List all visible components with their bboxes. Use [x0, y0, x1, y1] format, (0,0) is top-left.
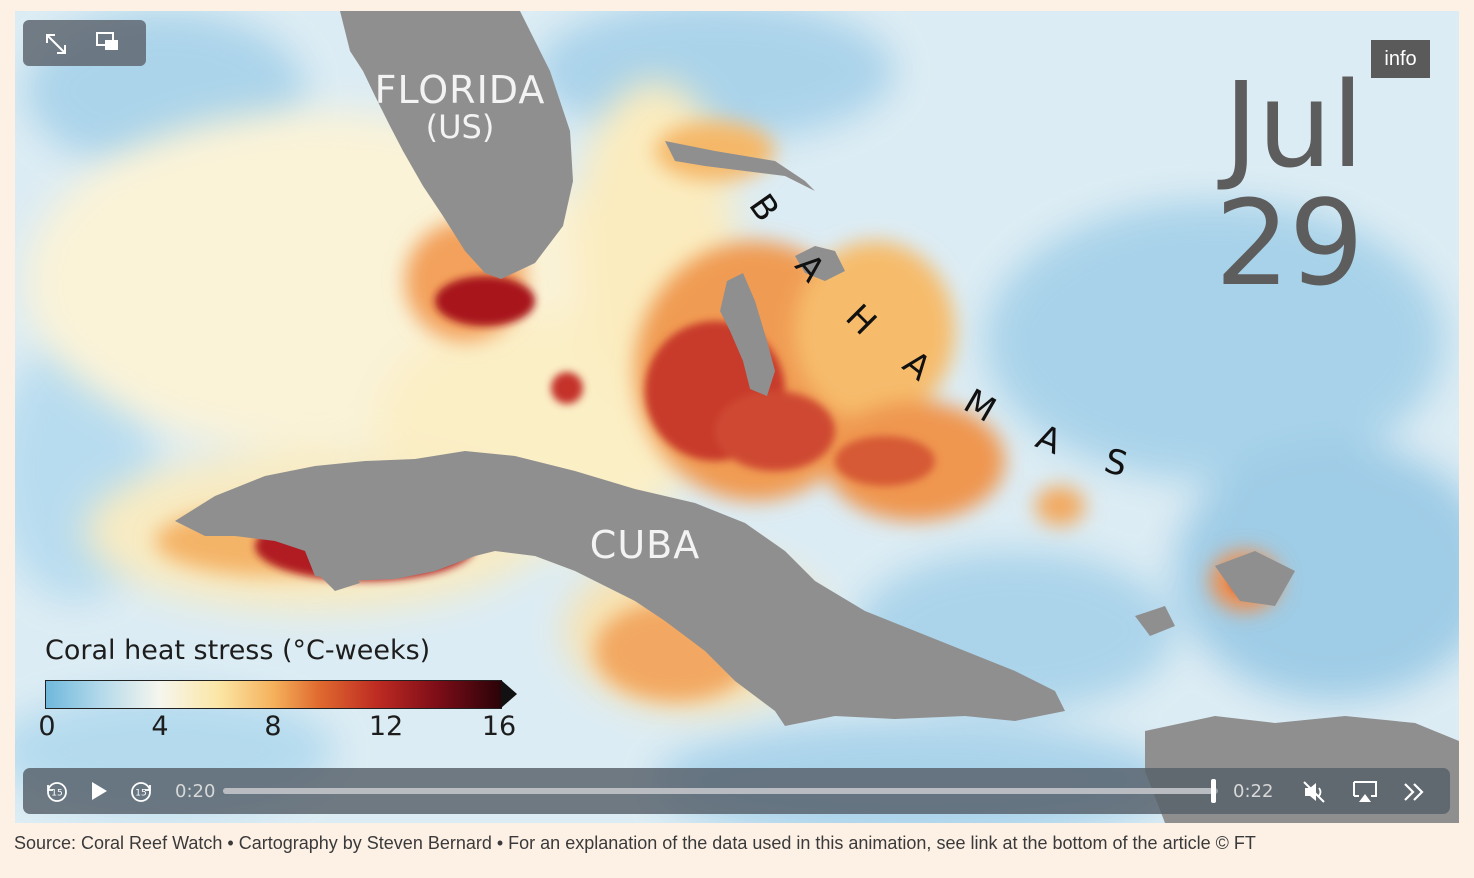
- cuba-label: CUBA: [589, 523, 701, 567]
- rewind-15-icon[interactable]: 15: [45, 780, 69, 804]
- legend-tick: 4: [151, 711, 169, 742]
- picture-in-picture-icon[interactable]: [95, 31, 121, 55]
- legend-tick: 16: [481, 711, 517, 742]
- muted-speaker-icon[interactable]: [1301, 779, 1327, 805]
- fast-forward-icon[interactable]: [1401, 780, 1427, 804]
- airplay-icon[interactable]: [1351, 780, 1379, 804]
- progress-fill: [223, 788, 1214, 794]
- info-button[interactable]: info: [1371, 40, 1430, 78]
- legend-color-bar: [45, 680, 502, 709]
- florida-label: FLORIDA: [374, 68, 546, 112]
- legend-arrow: [501, 680, 517, 708]
- florida-sub-label: (US): [425, 108, 495, 146]
- legend-tick: 12: [368, 711, 404, 742]
- play-icon[interactable]: [88, 780, 110, 802]
- svg-text:15: 15: [51, 789, 62, 799]
- legend-tick: 0: [38, 711, 56, 742]
- current-time: 0:20: [175, 781, 216, 802]
- progress-bar[interactable]: [223, 779, 1218, 803]
- svg-text:15: 15: [135, 789, 146, 799]
- progress-thumb[interactable]: [1210, 779, 1216, 803]
- playback-controls: 15 15 0:20 0:22: [23, 768, 1450, 814]
- legend-title: Coral heat stress (°C-weeks): [45, 635, 431, 666]
- heat-stress-map: [15, 11, 1459, 823]
- forward-15-icon[interactable]: 15: [129, 780, 153, 804]
- duration: 0:22: [1233, 781, 1274, 802]
- view-controls: [23, 20, 146, 66]
- source-caption: Source: Coral Reef Watch • Cartography b…: [14, 833, 1256, 853]
- expand-icon[interactable]: [43, 31, 69, 57]
- date-label: Jul 29: [1214, 56, 1364, 312]
- legend-tick: 8: [264, 711, 282, 742]
